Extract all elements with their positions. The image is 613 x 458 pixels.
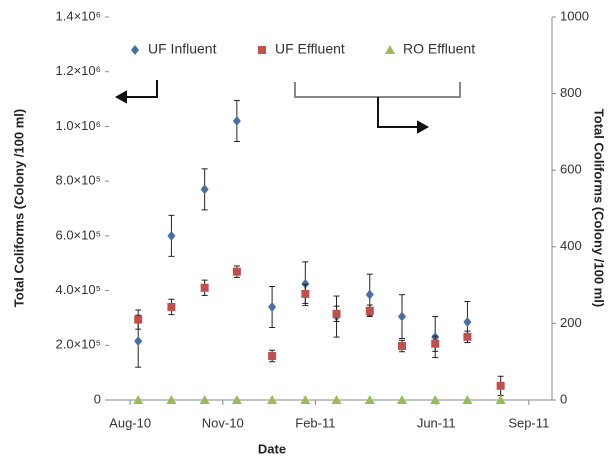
marker [167, 230, 176, 241]
x-tick-label: Nov-10 [202, 415, 244, 430]
marker [133, 395, 144, 404]
marker [200, 283, 209, 292]
y-tick-label: 6.0×10⁵ [55, 227, 101, 242]
marker [301, 289, 310, 298]
marker [496, 381, 505, 390]
marker [463, 317, 472, 328]
right-arrowhead [417, 120, 430, 134]
x-tick-label: Aug-10 [109, 415, 151, 430]
bracket [294, 82, 461, 98]
y2-axis-title: Total Coliforms (Colony /100 ml) [592, 109, 607, 307]
y-tick-label: 4.0×10⁵ [55, 282, 101, 297]
y2-tick-label: 800 [560, 85, 582, 100]
marker [462, 395, 473, 404]
marker [364, 395, 375, 404]
y-tick-label: 1.0×10⁶ [56, 118, 101, 133]
marker [267, 395, 278, 404]
y-axis-title: Total Coliforms (Colony /100 ml) [11, 109, 26, 307]
marker [167, 302, 176, 311]
y-tick-label: 1.2×10⁶ [56, 63, 101, 78]
legend-marker [131, 45, 139, 55]
y-tick-label: 1.4×10⁶ [56, 8, 101, 23]
x-tick-label: Feb-11 [295, 415, 335, 430]
y2-tick-label: 200 [560, 315, 582, 330]
marker [431, 339, 440, 348]
marker [166, 395, 177, 404]
marker [232, 267, 241, 276]
y-tick-label: 2.0×10⁵ [55, 337, 101, 352]
marker [365, 289, 374, 300]
right-arrow [377, 97, 419, 128]
marker [199, 395, 210, 404]
x-tick-label: Jun-11 [417, 415, 456, 430]
legend-label: UF Effluent [275, 41, 345, 57]
legend-label: RO Effluent [403, 41, 475, 57]
marker [463, 332, 472, 341]
marker [397, 341, 406, 350]
marker [397, 311, 406, 322]
marker [268, 351, 277, 360]
legend-marker [258, 46, 266, 54]
y2-tick-label: 0 [560, 391, 567, 406]
y2-tick-label: 1000 [560, 8, 589, 23]
marker [134, 336, 143, 347]
marker [365, 306, 374, 315]
legend-marker [385, 45, 395, 54]
marker [300, 395, 311, 404]
marker [396, 395, 407, 404]
marker [430, 395, 441, 404]
y2-tick-label: 400 [560, 238, 582, 253]
y2-tick-label: 600 [560, 162, 582, 177]
marker [232, 115, 241, 126]
y-tick-label: 0 [94, 391, 101, 406]
marker [231, 395, 242, 404]
arrows [114, 80, 461, 134]
y-tick-label: 8.0×10⁵ [55, 173, 101, 188]
legend-label: UF Influent [148, 41, 217, 57]
marker [134, 315, 143, 324]
marker [200, 184, 209, 195]
x-axis-title: Date [258, 441, 286, 456]
x-tick-label: Sep-11 [508, 415, 549, 430]
marker [495, 395, 506, 404]
marker [268, 301, 277, 312]
left-arrow [124, 80, 158, 98]
marker [331, 395, 342, 404]
marker [301, 278, 310, 289]
marker [332, 309, 341, 318]
left-arrowhead [114, 90, 127, 104]
